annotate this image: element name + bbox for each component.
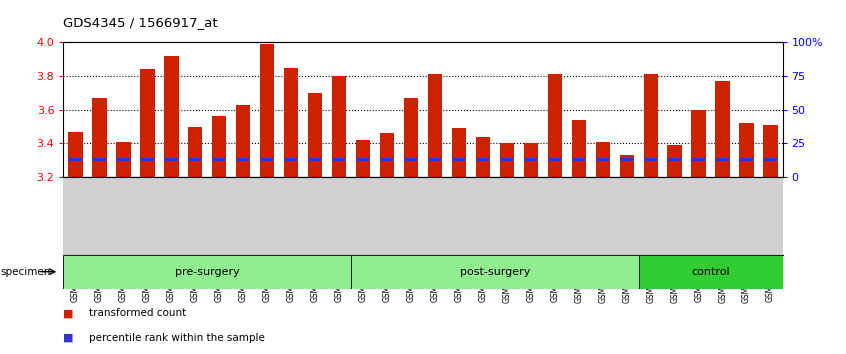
Bar (739, 158, 754, 161)
Text: specimen: specimen (1, 267, 52, 277)
Bar (404, 158, 418, 161)
Bar (212, 158, 227, 161)
Bar (475, 137, 490, 177)
Text: GDS4345 / 1566917_at: GDS4345 / 1566917_at (63, 16, 218, 29)
Bar (763, 158, 777, 161)
Bar (667, 158, 682, 161)
Bar (308, 158, 322, 161)
Bar (572, 120, 586, 177)
Bar (69, 158, 83, 161)
Bar (236, 158, 250, 161)
Bar (332, 158, 346, 161)
Bar (524, 158, 538, 161)
Bar (619, 155, 634, 177)
Bar (547, 158, 562, 161)
Bar (380, 133, 394, 177)
Bar (739, 123, 754, 177)
Bar (284, 158, 299, 161)
Bar (644, 74, 658, 177)
Bar (92, 98, 107, 177)
Bar (404, 98, 418, 177)
Bar (308, 93, 322, 177)
Bar (212, 116, 227, 177)
Text: ■: ■ (63, 308, 74, 318)
Bar (356, 140, 371, 177)
Bar (475, 158, 490, 161)
Bar (116, 142, 130, 177)
Bar (547, 74, 562, 177)
Bar (691, 158, 706, 161)
Bar (63, 255, 351, 289)
Text: pre-surgery: pre-surgery (175, 267, 239, 277)
Bar (188, 158, 202, 161)
Bar (644, 158, 658, 161)
Bar (284, 68, 299, 177)
Bar (69, 132, 83, 177)
Bar (351, 255, 639, 289)
Bar (164, 56, 179, 177)
Bar (596, 142, 610, 177)
Bar (380, 158, 394, 161)
Bar (500, 143, 514, 177)
Bar (428, 158, 442, 161)
Bar (260, 158, 274, 161)
Bar (452, 158, 466, 161)
Bar (140, 69, 155, 177)
Bar (452, 128, 466, 177)
Text: ■: ■ (63, 333, 74, 343)
Bar (500, 158, 514, 161)
Bar (716, 81, 730, 177)
Bar (140, 158, 155, 161)
Text: post-surgery: post-surgery (459, 267, 530, 277)
Bar (332, 76, 346, 177)
Bar (428, 74, 442, 177)
Bar (524, 143, 538, 177)
Bar (236, 105, 250, 177)
Bar (356, 158, 371, 161)
Bar (619, 158, 634, 161)
Text: control: control (691, 267, 730, 277)
Bar (164, 158, 179, 161)
Bar (572, 158, 586, 161)
Bar (691, 110, 706, 177)
Bar (639, 255, 783, 289)
Text: percentile rank within the sample: percentile rank within the sample (89, 333, 265, 343)
Bar (116, 158, 130, 161)
Bar (716, 158, 730, 161)
Text: transformed count: transformed count (89, 308, 186, 318)
Bar (92, 158, 107, 161)
Bar (763, 125, 777, 177)
Bar (596, 158, 610, 161)
Bar (260, 44, 274, 177)
Bar (188, 127, 202, 177)
Bar (667, 145, 682, 177)
